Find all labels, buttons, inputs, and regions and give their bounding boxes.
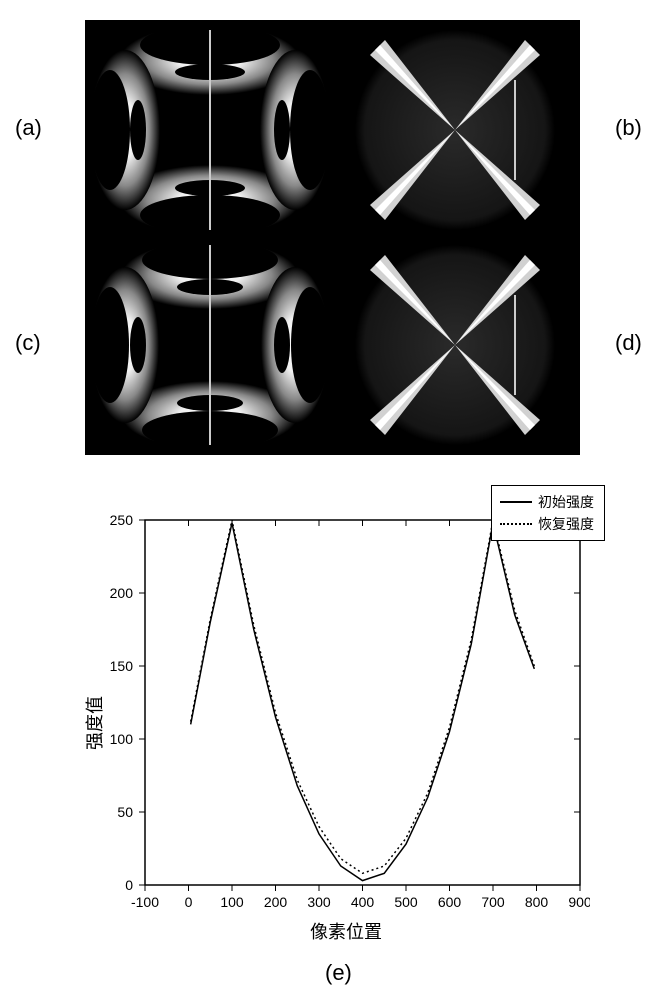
panel-b [335,25,575,235]
panel-d [335,240,575,450]
svg-text:50: 50 [117,804,133,820]
x-axis-title: 像素位置 [310,918,382,944]
svg-text:-100: -100 [131,894,159,910]
legend-label: 恢复强度 [538,514,594,534]
svg-text:0: 0 [125,877,133,893]
svg-text:150: 150 [110,658,134,674]
panel-label-e: (e) [325,960,352,986]
panel-label-d: (d) [615,330,642,356]
svg-text:900: 900 [568,894,590,910]
svg-text:100: 100 [110,731,134,747]
svg-text:0: 0 [185,894,193,910]
panel-label-c: (c) [15,330,41,356]
svg-text:300: 300 [307,894,331,910]
y-axis-title: 强度值 [81,696,107,750]
svg-text:200: 200 [264,894,288,910]
panel-label-b: (b) [615,115,642,141]
panel-c [90,240,330,450]
svg-text:100: 100 [220,894,244,910]
svg-text:250: 250 [110,512,134,528]
chart-e: -100010020030040050060070080090005010015… [85,500,590,940]
svg-text:600: 600 [438,894,462,910]
image-grid [85,20,580,455]
panel-label-a: (a) [15,115,42,141]
svg-text:400: 400 [351,894,375,910]
legend-item: 恢复强度 [500,514,594,534]
legend: 初始强度 恢复强度 [491,485,605,541]
svg-text:700: 700 [481,894,505,910]
svg-text:500: 500 [394,894,418,910]
legend-item: 初始强度 [500,492,594,512]
legend-line-dotted [500,523,532,525]
svg-text:800: 800 [525,894,549,910]
panel-a [90,25,330,235]
legend-line-solid [500,501,532,503]
svg-text:200: 200 [110,585,134,601]
legend-label: 初始强度 [538,492,594,512]
